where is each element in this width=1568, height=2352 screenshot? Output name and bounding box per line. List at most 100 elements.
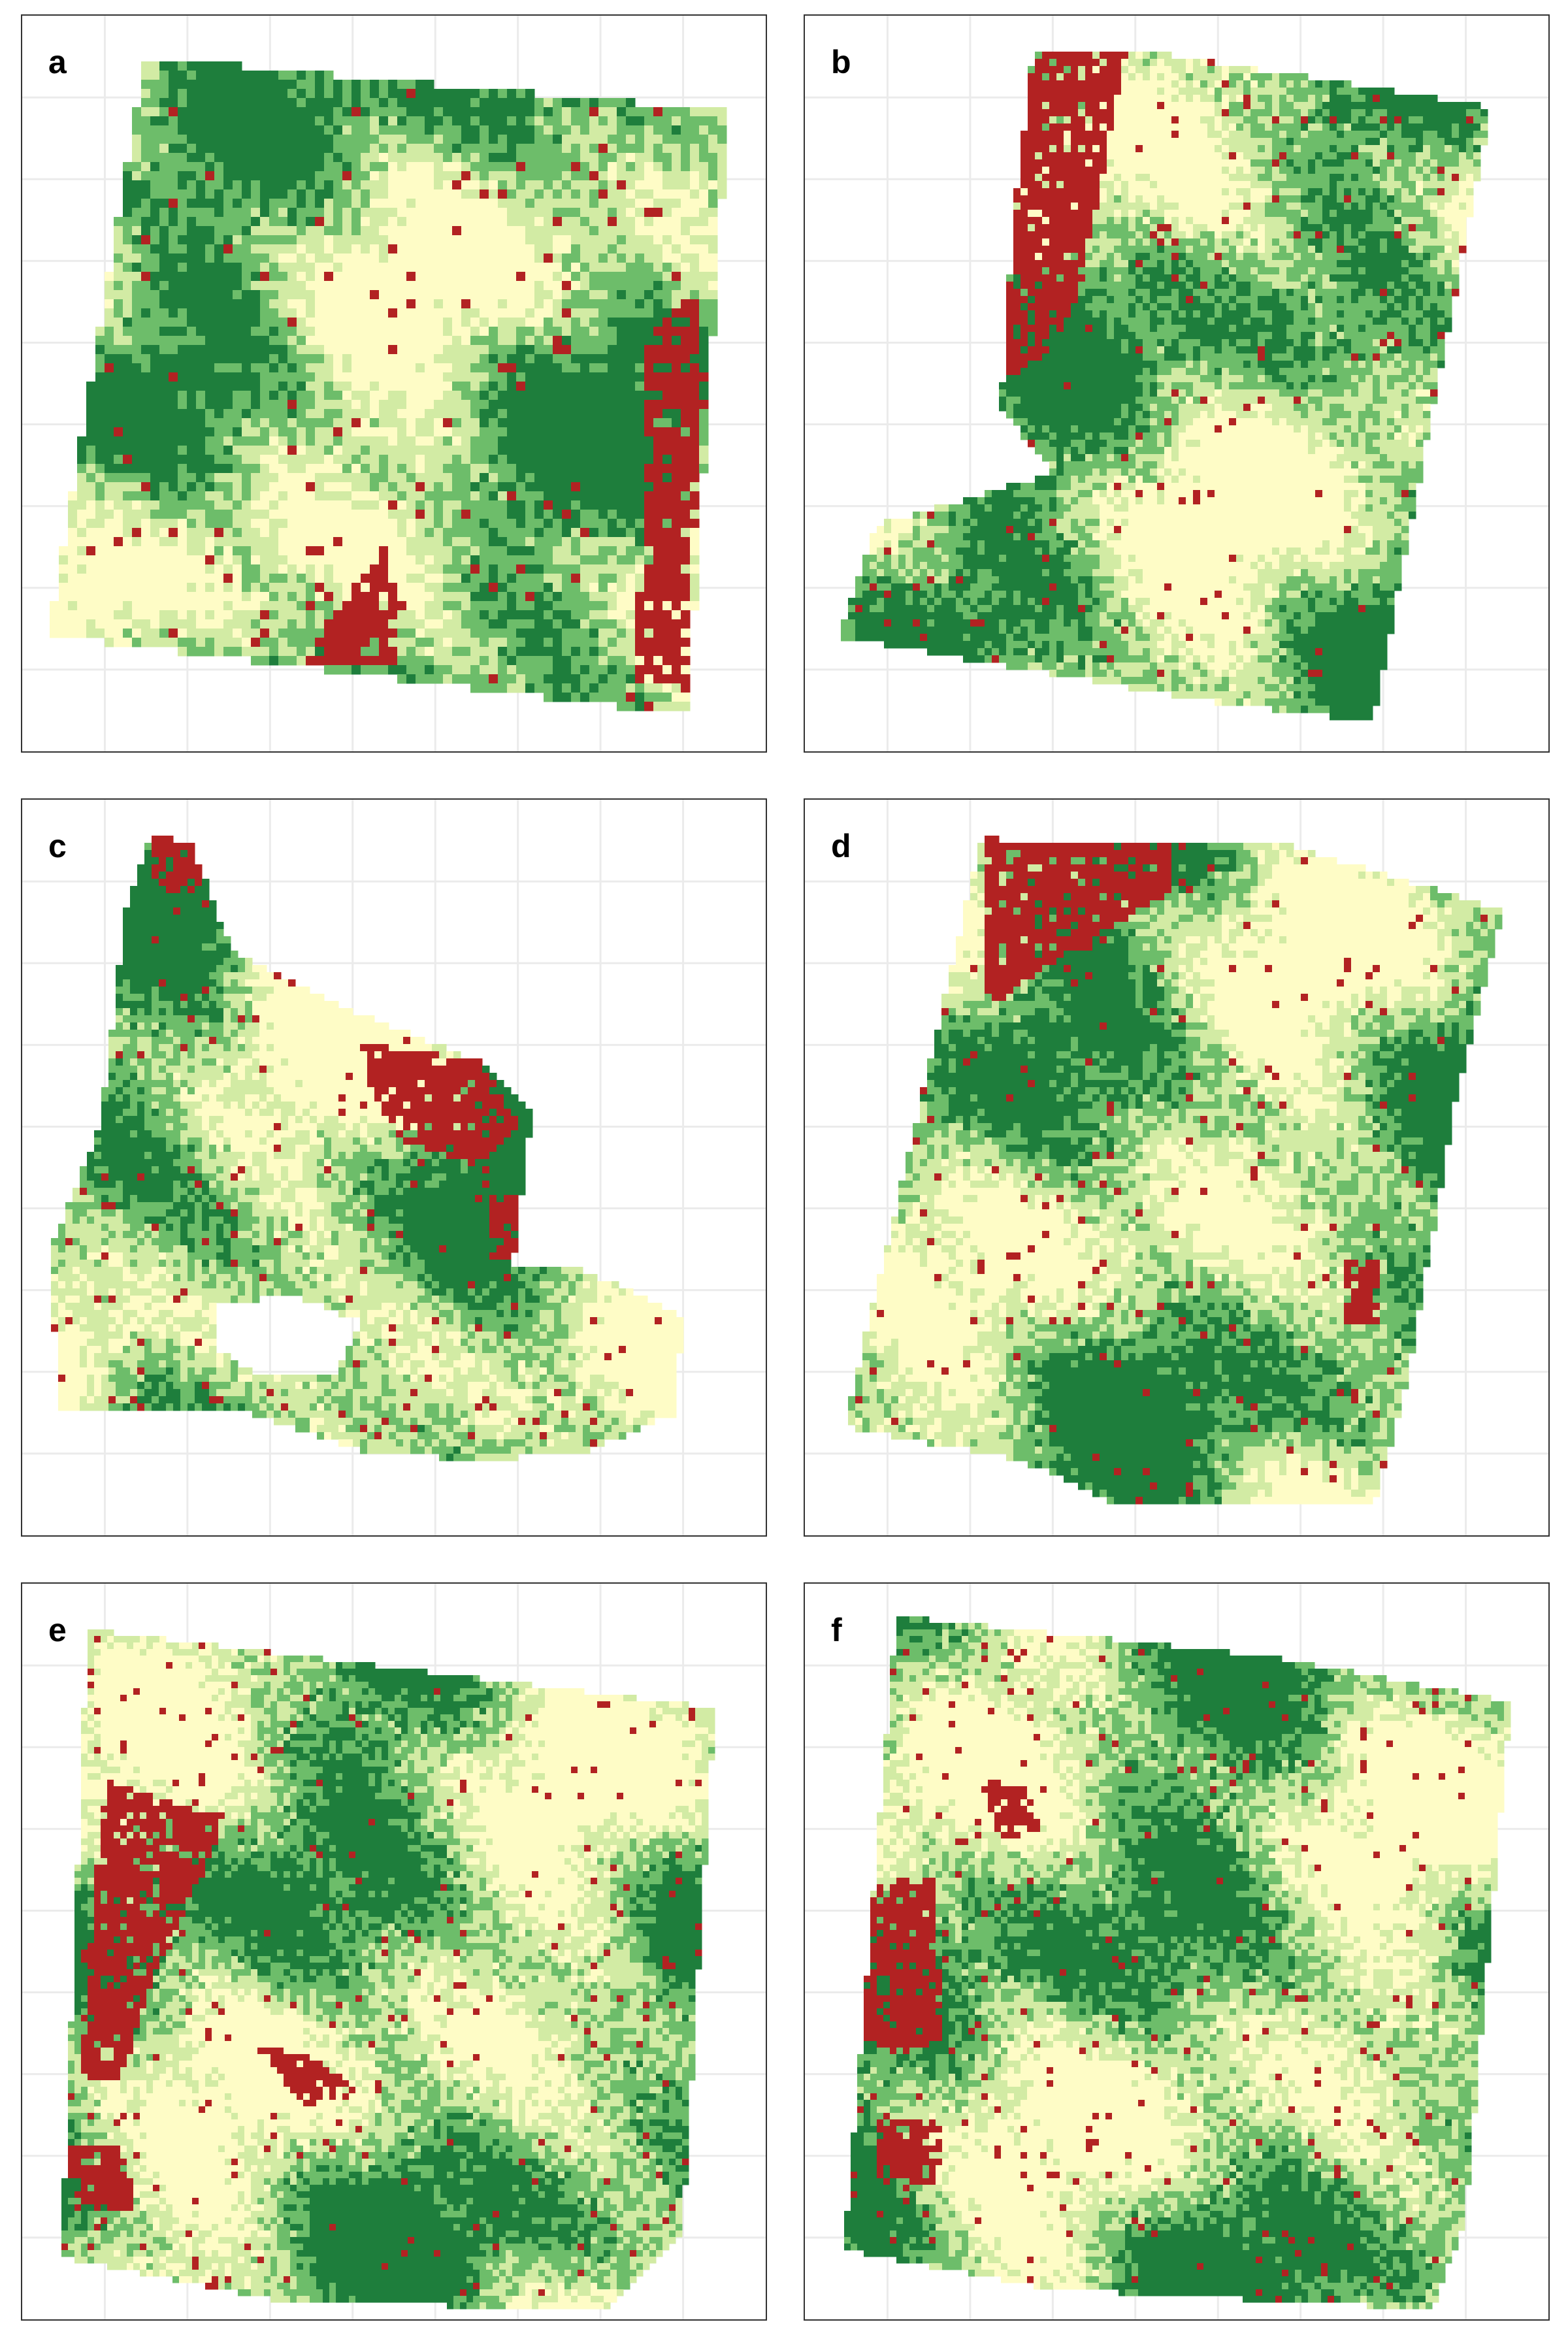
raster-cell (1294, 73, 1301, 81)
raster-cell (470, 583, 480, 593)
raster-cell (333, 546, 343, 556)
raster-cell (544, 208, 553, 218)
raster-cell (461, 189, 471, 199)
raster-cell (434, 528, 444, 538)
raster-cell (324, 656, 334, 666)
raster-cell (1272, 88, 1280, 95)
raster-cell (105, 519, 114, 529)
raster-cell (589, 638, 599, 647)
raster-cell (443, 464, 453, 474)
raster-cell (598, 656, 608, 666)
raster-cell (626, 427, 636, 437)
raster-cell (178, 400, 188, 410)
raster-cell (1078, 59, 1086, 67)
raster-cell (690, 144, 700, 154)
raster-cell (562, 253, 572, 263)
raster-cell (406, 473, 416, 483)
raster-cell (580, 555, 590, 565)
raster-cell (223, 135, 233, 144)
raster-cell (443, 629, 453, 638)
raster-cell (690, 382, 700, 391)
raster-cell (297, 226, 306, 236)
raster-cell (580, 500, 590, 510)
raster-cell (114, 281, 123, 291)
raster-cell (525, 391, 535, 400)
raster-cell (251, 564, 261, 574)
raster-cell (681, 482, 691, 492)
raster-cell (205, 253, 215, 263)
raster-cell (223, 281, 233, 291)
raster-cell (379, 592, 389, 602)
raster-cell (233, 263, 242, 272)
raster-cell (544, 171, 553, 181)
raster-cell (498, 400, 508, 410)
raster-cell (553, 98, 563, 108)
raster-cell (388, 162, 398, 172)
raster-cell (571, 299, 581, 309)
raster-cell (544, 574, 553, 583)
raster-cell (598, 226, 608, 236)
raster-cell (608, 473, 617, 483)
raster-cell (406, 107, 416, 117)
raster-cell (1380, 88, 1388, 95)
raster-cell (562, 208, 572, 218)
raster-cell (452, 217, 462, 227)
raster-cell (608, 272, 617, 282)
raster-cell (315, 372, 325, 382)
raster-cell (342, 235, 352, 245)
raster-cell (370, 208, 380, 218)
raster-cell (169, 546, 178, 556)
raster-cell (269, 80, 279, 90)
raster-cell (1423, 102, 1431, 110)
raster-cell (342, 455, 352, 465)
raster-cell (662, 583, 672, 593)
raster-cell (416, 665, 425, 675)
raster-cell (1236, 109, 1244, 117)
raster-cell (324, 345, 334, 355)
raster-cell (1114, 95, 1122, 103)
raster-cell (205, 199, 215, 208)
raster-cell (662, 299, 672, 309)
raster-cell (150, 491, 160, 501)
raster-cell (242, 345, 252, 355)
raster-cell (95, 592, 105, 602)
raster-cell (681, 299, 691, 309)
raster-cell (553, 574, 563, 583)
raster-cell (397, 546, 407, 556)
raster-cell (1164, 88, 1172, 95)
raster-cell (470, 647, 480, 657)
raster-cell (562, 436, 572, 446)
raster-cell (315, 382, 325, 391)
raster-cell (681, 363, 691, 373)
raster-cell (169, 363, 178, 373)
raster-cell (1322, 88, 1330, 95)
raster-cell (1308, 88, 1316, 95)
raster-cell (251, 272, 261, 282)
raster-cell (717, 144, 727, 154)
raster-cell (498, 418, 508, 428)
raster-cell (717, 162, 727, 172)
raster-cell (333, 537, 343, 547)
raster-cell (397, 98, 407, 108)
raster-cell (105, 400, 114, 410)
raster-cell (452, 665, 462, 675)
raster-cell (123, 592, 133, 602)
raster-cell (251, 638, 261, 647)
raster-cell (653, 327, 663, 336)
raster-cell (498, 473, 508, 483)
raster-cell (553, 290, 563, 300)
raster-cell (534, 619, 544, 629)
raster-cell (260, 647, 270, 657)
raster-cell (205, 327, 215, 336)
raster-cell (489, 683, 498, 693)
raster-cell (150, 446, 160, 455)
raster-cell (589, 528, 599, 538)
raster-cell (498, 638, 508, 647)
raster-cell (1315, 109, 1323, 117)
raster-cell (242, 354, 252, 364)
raster-cell (498, 409, 508, 419)
raster-cell (699, 318, 709, 327)
raster-cell (68, 610, 78, 620)
raster-cell (278, 125, 288, 135)
raster-cell (525, 610, 535, 620)
